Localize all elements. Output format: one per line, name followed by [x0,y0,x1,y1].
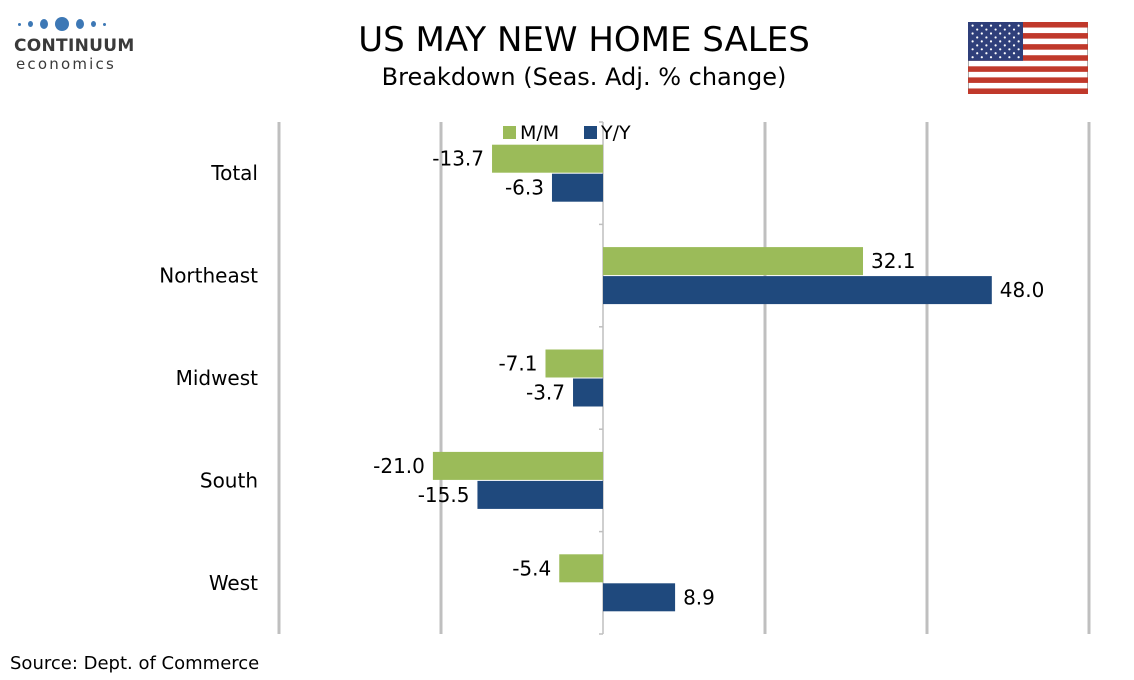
category-label: Midwest [176,366,259,390]
data-label: -3.7 [526,381,565,405]
category-label: South [200,468,258,492]
category-label: Total [210,161,258,185]
category-label: West [209,571,258,595]
legend-label-mm: M/M [520,122,559,144]
data-label: -5.4 [512,556,551,580]
chart-subtitle: Breakdown (Seas. Adj. % change) [381,63,787,91]
data-label: -7.1 [498,352,537,376]
bar-yy [603,276,992,305]
bar-yy [551,173,603,202]
legend-swatch-mm [503,126,516,139]
logo-dots [18,14,144,34]
logo-wordmark: CONTINUUM [14,36,135,56]
bar-mm [492,144,603,173]
bar-mm [603,247,864,276]
data-label: 48.0 [1000,278,1045,302]
data-label: -15.5 [418,483,470,507]
data-label: 32.1 [871,249,916,273]
legend-label-yy: Y/Y [600,122,631,144]
chart-title: US MAY NEW HOME SALES [358,20,810,60]
logo-subword: economics [16,55,116,73]
bar-mm [559,554,603,583]
bar-yy [573,378,603,407]
data-label: -6.3 [505,176,544,200]
bar-yy [477,480,603,509]
data-label: -21.0 [373,454,425,478]
data-label: 8.9 [683,585,715,609]
bar-yy [603,583,676,612]
us-flag-icon [968,22,1088,94]
data-label: -13.7 [432,147,484,171]
source-note: Source: Dept. of Commerce [10,653,260,674]
bar-mm [432,451,603,480]
legend-swatch-yy [584,126,597,139]
category-label: Northeast [159,264,258,288]
logo: CONTINUUM economics [14,14,144,84]
bar-mm [545,349,603,378]
